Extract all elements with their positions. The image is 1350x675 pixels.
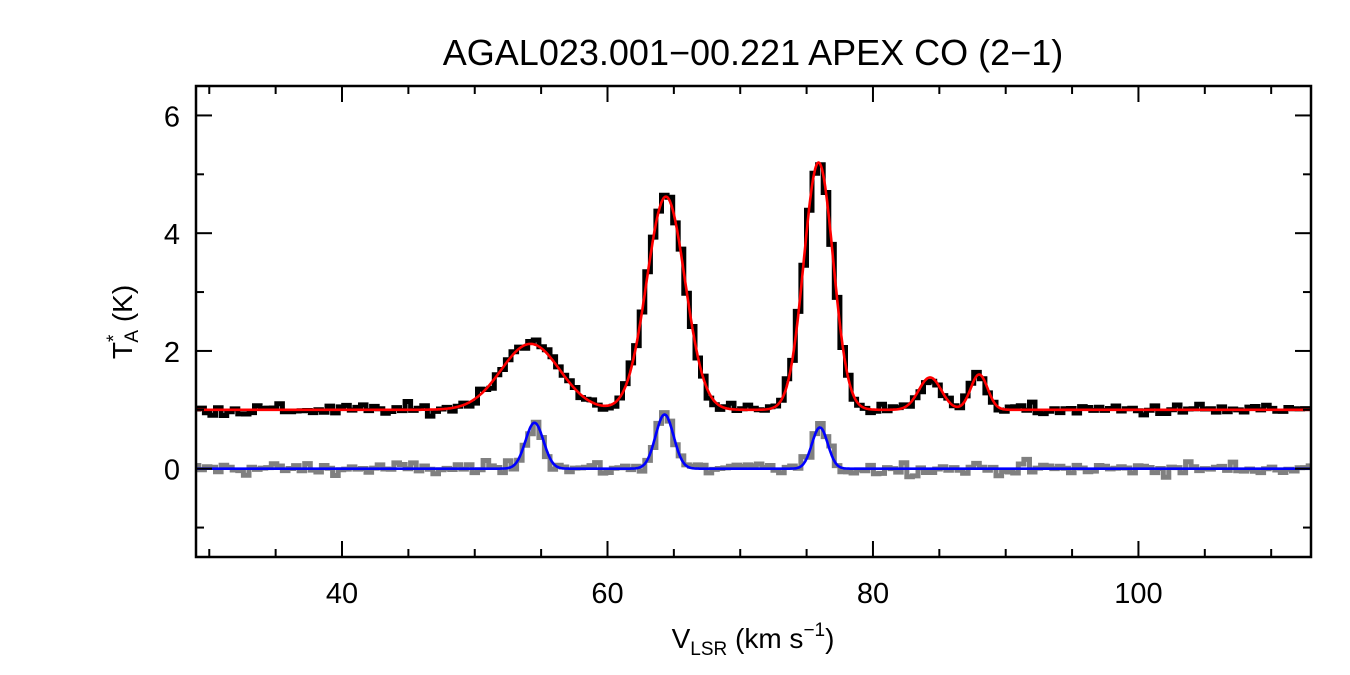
y-tick-label: 0 [164,455,180,487]
x-tick-label: 40 [326,578,358,610]
data-layer [196,161,1311,480]
plot-frame [194,84,1313,559]
y-axis-label: T*A (K) [104,285,143,359]
chart-title: AGAL023.001−00.221 APEX CO (2−1) [443,32,1063,73]
x-tick-label: 60 [591,578,623,610]
ticks-layer: 40 60 80 100 0 2 4 6 [164,86,1311,610]
series-gaussian-fit [196,161,1311,412]
y-tick-label: 6 [164,101,180,133]
y-tick-label: 2 [164,337,180,369]
series-observed-spectrum-offset-1-k- [196,162,1311,419]
x-axis-label: VLSR (km s−1) [672,620,835,660]
series-secondary-fit [196,413,1311,470]
x-tick-label: 100 [1114,578,1162,610]
y-tick-label: 4 [164,219,180,251]
x-tick-label: 80 [857,578,889,610]
